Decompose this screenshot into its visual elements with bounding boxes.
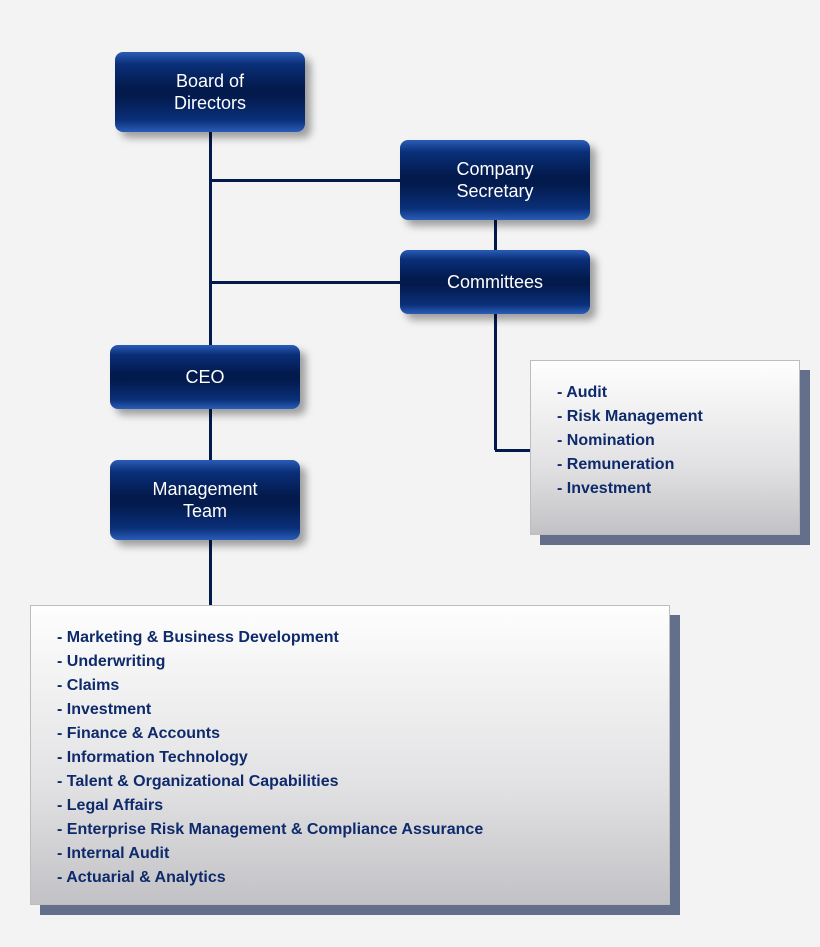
list-item: Actuarial & Analytics [57,866,643,890]
connector [494,314,497,450]
list-item: Risk Management [557,405,773,429]
list-item: Enterprise Risk Management & Compliance … [57,818,643,842]
connector [494,220,497,250]
node-label: Board ofDirectors [174,70,246,115]
list-item: Investment [57,698,643,722]
node-label: CompanySecretary [456,158,533,203]
node-ceo: CEO [110,345,300,409]
panel-committees-list: AuditRisk ManagementNominationRemunerati… [530,360,800,535]
list-item: Information Technology [57,746,643,770]
node-board: Board ofDirectors [115,52,305,132]
list-item: Internal Audit [57,842,643,866]
connector [210,179,400,182]
connector [495,449,530,452]
node-committees: Committees [400,250,590,314]
list-item: Underwriting [57,650,643,674]
panel-management-list: Marketing & Business DevelopmentUnderwri… [30,605,670,905]
list-item: Nomination [557,429,773,453]
list-item: Finance & Accounts [57,722,643,746]
connector [210,281,400,284]
node-management-team: ManagementTeam [110,460,300,540]
node-label: ManagementTeam [152,478,257,523]
connector [209,409,212,460]
connector [209,132,212,345]
list-item: Legal Affairs [57,794,643,818]
connector [209,540,212,605]
list-item: Marketing & Business Development [57,626,643,650]
list-item: Claims [57,674,643,698]
node-label: Committees [447,271,543,294]
list-item: Audit [557,381,773,405]
node-company-secretary: CompanySecretary [400,140,590,220]
list-item: Remuneration [557,453,773,477]
list-item: Investment [557,477,773,501]
list-item: Talent & Organizational Capabilities [57,770,643,794]
node-label: CEO [185,366,224,389]
